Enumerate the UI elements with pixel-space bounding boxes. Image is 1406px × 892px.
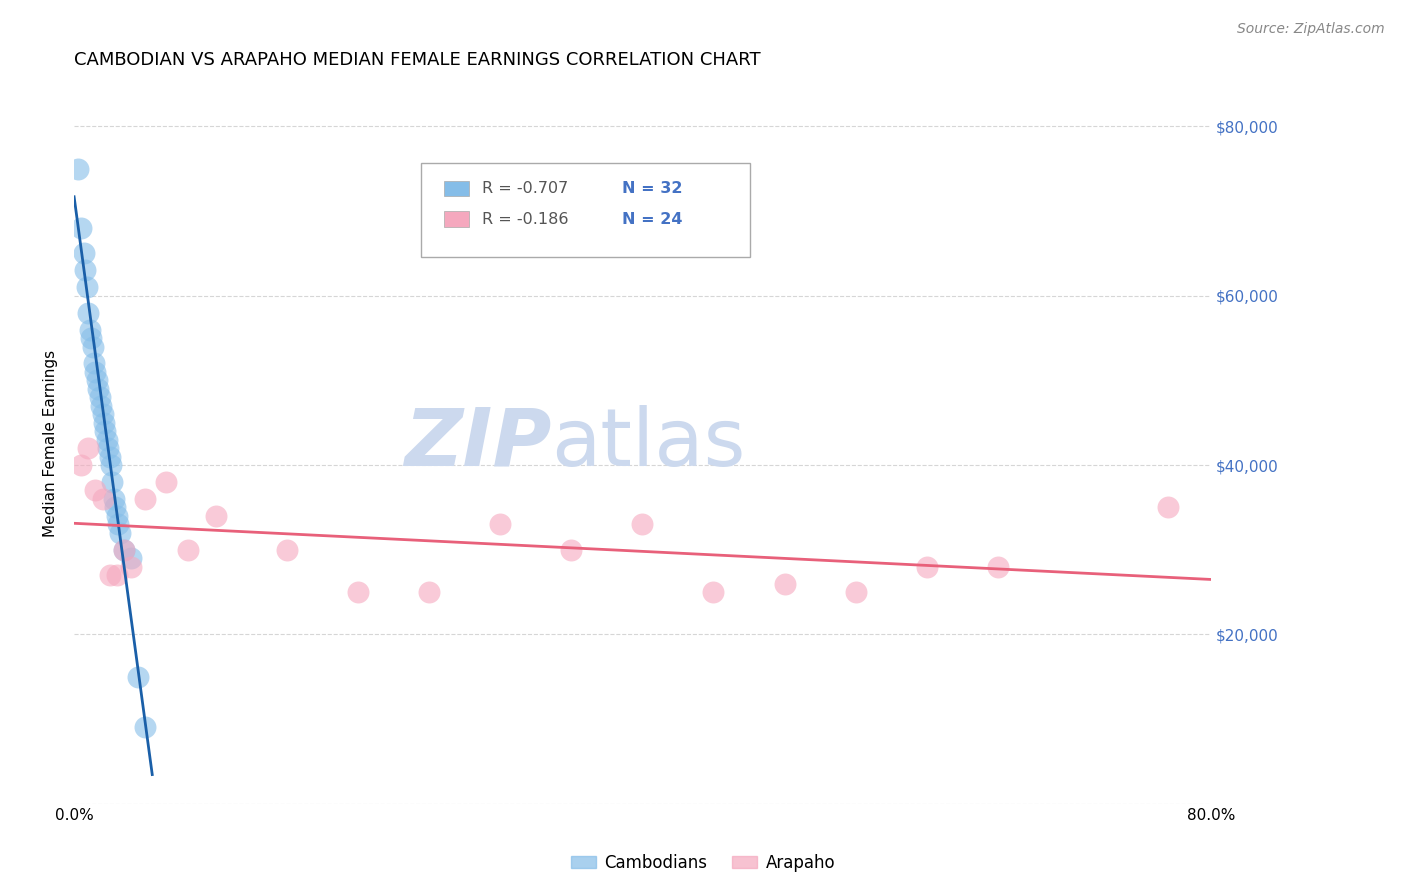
Point bbox=[418, 585, 440, 599]
Text: R = -0.186: R = -0.186 bbox=[482, 212, 568, 227]
Point bbox=[87, 382, 110, 396]
Point bbox=[86, 373, 108, 387]
Point bbox=[845, 585, 868, 599]
Text: R = -0.707: R = -0.707 bbox=[482, 181, 568, 196]
Point bbox=[82, 339, 104, 353]
Point bbox=[100, 458, 122, 472]
Point bbox=[134, 491, 156, 506]
Point bbox=[1157, 500, 1180, 515]
Point bbox=[631, 517, 654, 532]
Point bbox=[76, 280, 98, 294]
Point bbox=[98, 568, 121, 582]
Point bbox=[84, 365, 107, 379]
Point bbox=[120, 559, 142, 574]
Point bbox=[112, 542, 135, 557]
Point bbox=[205, 508, 228, 523]
Point bbox=[177, 542, 200, 557]
Point bbox=[75, 263, 97, 277]
Point bbox=[702, 585, 724, 599]
FancyBboxPatch shape bbox=[443, 211, 468, 227]
Point bbox=[73, 246, 96, 260]
Point bbox=[103, 491, 125, 506]
Point bbox=[112, 542, 135, 557]
FancyBboxPatch shape bbox=[420, 163, 751, 257]
Point bbox=[80, 331, 103, 345]
Point bbox=[89, 390, 111, 404]
Point bbox=[127, 670, 149, 684]
Point bbox=[67, 161, 90, 176]
Point bbox=[83, 356, 105, 370]
Text: CAMBODIAN VS ARAPAHO MEDIAN FEMALE EARNINGS CORRELATION CHART: CAMBODIAN VS ARAPAHO MEDIAN FEMALE EARNI… bbox=[75, 51, 761, 69]
Point bbox=[105, 568, 128, 582]
FancyBboxPatch shape bbox=[443, 180, 468, 196]
Text: N = 32: N = 32 bbox=[621, 181, 682, 196]
Point bbox=[120, 551, 142, 566]
Text: atlas: atlas bbox=[551, 405, 745, 483]
Point bbox=[96, 433, 118, 447]
Y-axis label: Median Female Earnings: Median Female Earnings bbox=[44, 351, 58, 538]
Point bbox=[77, 441, 100, 455]
Point bbox=[90, 399, 112, 413]
Point bbox=[105, 508, 128, 523]
Point bbox=[560, 542, 582, 557]
Point bbox=[79, 323, 101, 337]
Text: Source: ZipAtlas.com: Source: ZipAtlas.com bbox=[1237, 22, 1385, 37]
Point bbox=[101, 475, 124, 489]
Legend: Cambodians, Arapaho: Cambodians, Arapaho bbox=[564, 847, 842, 879]
Point bbox=[91, 491, 114, 506]
Point bbox=[77, 306, 100, 320]
Point bbox=[104, 500, 127, 515]
Point bbox=[773, 576, 796, 591]
Point bbox=[108, 525, 131, 540]
Point bbox=[107, 517, 129, 532]
Point bbox=[134, 721, 156, 735]
Point bbox=[98, 450, 121, 464]
Text: N = 24: N = 24 bbox=[621, 212, 682, 227]
Text: ZIP: ZIP bbox=[404, 405, 551, 483]
Point bbox=[276, 542, 298, 557]
Point bbox=[70, 458, 93, 472]
Point bbox=[155, 475, 177, 489]
Point bbox=[987, 559, 1010, 574]
Point bbox=[347, 585, 370, 599]
Point bbox=[97, 441, 120, 455]
Point bbox=[489, 517, 512, 532]
Point bbox=[93, 416, 115, 430]
Point bbox=[94, 424, 117, 438]
Point bbox=[84, 483, 107, 498]
Point bbox=[91, 407, 114, 421]
Point bbox=[70, 221, 93, 235]
Point bbox=[915, 559, 938, 574]
